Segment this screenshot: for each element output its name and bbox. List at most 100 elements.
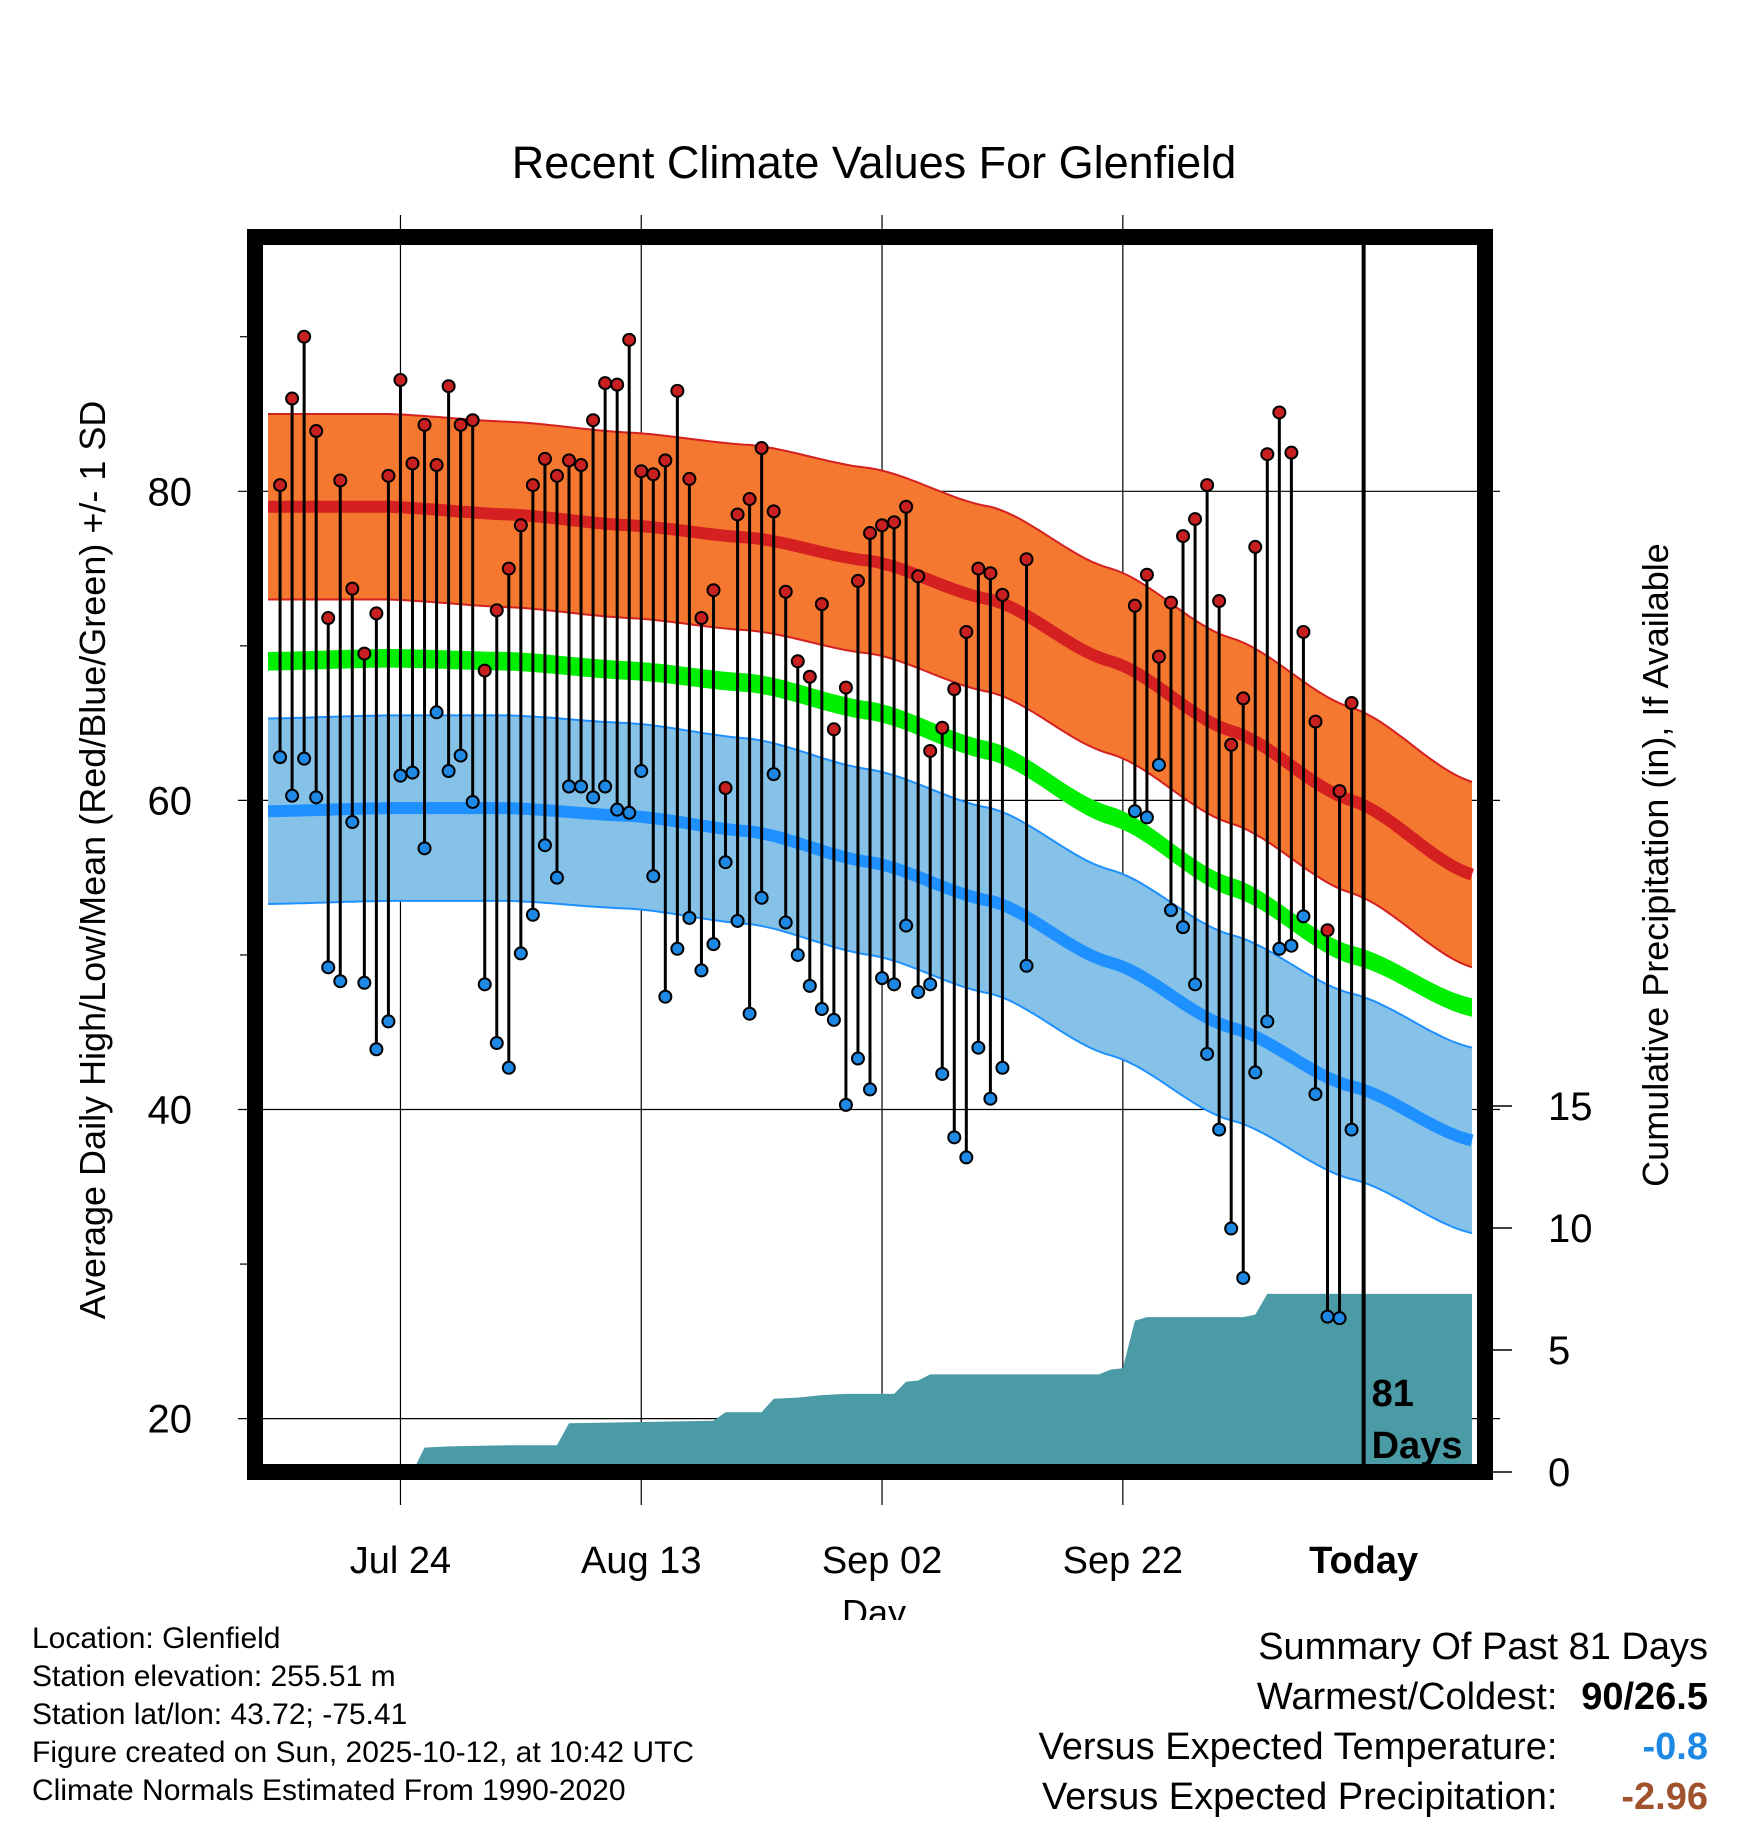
daily-low-dot <box>501 1060 516 1075</box>
location-text: Location: Glenfield <box>32 1622 281 1655</box>
days-label: Days <box>1372 1425 1463 1467</box>
daily-high-dot <box>1127 598 1142 613</box>
daily-high-dot <box>1163 595 1178 610</box>
daily-low-dot <box>646 869 661 884</box>
x-tick-label: Today <box>1309 1540 1418 1582</box>
low-sd-band <box>268 715 1472 1234</box>
daily-high-dot <box>549 468 564 483</box>
daily-high-dot <box>1332 784 1347 799</box>
temp-value: -0.8 <box>1642 1726 1708 1768</box>
daily-low-dot <box>381 1014 396 1029</box>
days-label: 81 <box>1372 1373 1414 1415</box>
daily-low-dot <box>574 779 589 794</box>
daily-high-dot <box>1296 624 1311 639</box>
daily-high-dot <box>1308 714 1323 729</box>
daily-low-dot <box>549 870 564 885</box>
daily-low-dot <box>453 748 468 763</box>
daily-high-dot <box>995 587 1010 602</box>
daily-low-dot <box>429 705 444 720</box>
summary-temp: Versus Expected Temperature: -0.8 <box>1039 1722 1708 1772</box>
precipitation-area <box>268 1293 1472 1472</box>
daily-high-dot <box>1284 445 1299 460</box>
daily-low-dot <box>658 989 673 1004</box>
daily-high-dot <box>730 507 745 522</box>
daily-high-dot <box>501 561 516 576</box>
x-tick-label: Sep 02 <box>822 1540 942 1582</box>
daily-high-dot <box>887 515 902 530</box>
daily-low-dot <box>935 1066 950 1081</box>
daily-high-dot <box>646 467 661 482</box>
daily-high-dot <box>321 611 336 626</box>
daily-high-dot <box>333 473 348 488</box>
daily-low-dot <box>1139 810 1154 825</box>
y2-tick-label: 0 <box>1548 1451 1570 1495</box>
daily-high-dot <box>959 624 974 639</box>
daily-high-dot <box>465 413 480 428</box>
daily-high-dot <box>309 424 324 439</box>
daily-high-dot <box>525 478 540 493</box>
y-tick-label: 60 <box>148 779 193 823</box>
daily-high-dot <box>863 526 877 541</box>
daily-low-dot <box>1308 1087 1323 1102</box>
latlon-text: Station lat/lon: 43.72; -75.41 <box>32 1698 408 1731</box>
x-tick-label: Aug 13 <box>581 1540 701 1582</box>
daily-low-dot <box>405 765 420 780</box>
daily-low-dot <box>1200 1046 1215 1061</box>
daily-high-dot <box>1236 691 1251 706</box>
daily-low-dot <box>321 960 336 975</box>
daily-high-dot <box>562 453 577 468</box>
normals-text: Climate Normals Estimated From 1990-2020 <box>32 1774 626 1807</box>
daily-low-dot <box>790 947 805 962</box>
daily-low-dot <box>911 985 926 1000</box>
warm-cold-value: 90/26.5 <box>1581 1676 1708 1718</box>
daily-high-dot <box>574 458 589 473</box>
precip-value: -2.96 <box>1621 1776 1708 1818</box>
x-tick-label: Sep 22 <box>1063 1540 1183 1582</box>
daily-low-dot <box>1344 1122 1359 1137</box>
daily-low-dot <box>1151 757 1166 772</box>
daily-low-dot <box>622 805 637 820</box>
daily-low-dot <box>742 1006 757 1021</box>
daily-high-dot <box>1260 447 1275 462</box>
daily-low-dot <box>309 790 324 805</box>
daily-low-dot <box>1320 1309 1335 1324</box>
daily-high-dot <box>285 391 300 406</box>
daily-low-dot <box>345 815 360 830</box>
y-axis-label: Average Daily High/Low/Mean (Red/Blue/Gr… <box>72 401 113 1320</box>
daily-high-dot <box>790 654 805 669</box>
daily-low-dot <box>598 779 613 794</box>
daily-low-dot <box>1212 1122 1227 1137</box>
daily-low-dot <box>766 767 781 782</box>
daily-low-dot <box>285 788 300 803</box>
daily-low-dot <box>369 1042 384 1057</box>
daily-high-dot <box>489 603 504 618</box>
daily-low-dot <box>694 963 709 978</box>
axes: 20 40 60 80 0 5 10 15 Jul 24 Aug 13 Sep 02 Sep 22 To… <box>148 336 1593 1582</box>
daily-high-dot <box>706 583 721 598</box>
daily-high-dot <box>297 329 312 344</box>
warm-cold-label: Warmest/Coldest: <box>1256 1676 1558 1718</box>
daily-low-dot <box>393 768 408 783</box>
daily-low-dot <box>634 764 649 779</box>
daily-low-dot <box>1272 941 1287 956</box>
daily-low-dot <box>983 1091 998 1106</box>
daily-low-dot <box>875 971 890 986</box>
summary-title: Summary Of Past 81 Days <box>1258 1626 1708 1668</box>
daily-high-dot <box>273 478 288 493</box>
plot-frame: 81 Days <box>247 229 1493 1480</box>
daily-low-dot <box>1127 804 1142 819</box>
daily-low-dot <box>826 1012 841 1027</box>
y2-axis-label: Cumulative Precipitation (in), If Availa… <box>1635 543 1676 1187</box>
daily-high-dot <box>586 413 601 428</box>
chart-title: Recent Climate Values For Glenfield <box>512 137 1236 188</box>
daily-high-dot <box>1212 594 1227 609</box>
daily-high-dot <box>1200 478 1215 493</box>
daily-low-dot <box>899 918 914 933</box>
daily-high-dot <box>429 458 444 473</box>
daily-high-dot <box>610 377 625 392</box>
created-text: Figure created on Sun, 2025-10-12, at 10… <box>32 1736 695 1769</box>
daily-low-dot <box>802 978 817 993</box>
daily-low-dot <box>357 975 372 990</box>
x-axis-label: Day <box>842 1592 906 1620</box>
plot-frame-rect <box>247 229 1493 1480</box>
